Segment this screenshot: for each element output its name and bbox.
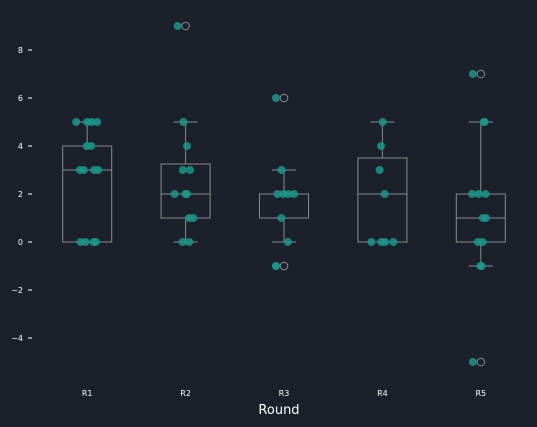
- data-point: [272, 94, 280, 102]
- data-point: [477, 262, 486, 270]
- data-point: [94, 166, 103, 174]
- outlier-marker: [279, 261, 289, 271]
- outlier-marker: [476, 69, 486, 79]
- data-point: [468, 190, 477, 198]
- data-point: [377, 142, 386, 150]
- x-axis: R1 R2 R3 R4 R5: [82, 389, 486, 398]
- data-point: [367, 238, 376, 246]
- y-axis: −4 −2 0 2 4 6 8: [11, 46, 32, 343]
- outlier-marker: [181, 21, 190, 31]
- data-point: [91, 238, 100, 246]
- data-point: [170, 190, 179, 198]
- y-tick-label: −2: [11, 286, 23, 295]
- data-point: [182, 142, 191, 150]
- data-point: [76, 238, 85, 246]
- x-tick-label: R5: [475, 389, 486, 398]
- data-point: [482, 214, 491, 222]
- y-tick-label: 8: [18, 46, 23, 55]
- x-tick-label: R1: [82, 389, 93, 398]
- outlier-marker: [279, 93, 289, 103]
- data-point: [389, 238, 398, 246]
- data-point: [179, 118, 188, 126]
- x-axis-title: Round: [258, 403, 299, 418]
- x-tick-label: R2: [180, 389, 191, 398]
- data-point: [189, 214, 198, 222]
- outlier-marker: [476, 357, 486, 367]
- data-point: [277, 166, 286, 174]
- data-point: [178, 238, 187, 246]
- box-R4: [357, 121, 408, 243]
- data-point: [87, 118, 96, 126]
- data-point: [381, 238, 390, 246]
- data-point: [93, 118, 102, 126]
- data-point: [474, 190, 483, 198]
- data-point: [284, 190, 293, 198]
- y-tick-label: 2: [18, 190, 23, 199]
- box-iqr: [62, 145, 113, 243]
- data-point: [273, 190, 282, 198]
- data-point: [72, 118, 81, 126]
- data-point: [468, 358, 477, 366]
- points-layer: [72, 22, 491, 366]
- data-point: [178, 166, 187, 174]
- data-point: [290, 190, 299, 198]
- data-point: [480, 118, 489, 126]
- data-point: [173, 22, 182, 30]
- data-point: [75, 166, 84, 174]
- data-point: [481, 190, 490, 198]
- data-point: [272, 262, 280, 270]
- data-point: [283, 238, 292, 246]
- data-point: [183, 190, 192, 198]
- data-point: [380, 190, 389, 198]
- data-point: [277, 214, 286, 222]
- data-point: [468, 70, 477, 78]
- data-point: [186, 166, 195, 174]
- data-point: [87, 142, 96, 150]
- y-tick-label: 6: [18, 94, 23, 103]
- box-R3: [259, 93, 309, 271]
- data-point: [375, 166, 384, 174]
- data-point: [378, 118, 387, 126]
- y-tick-label: −4: [11, 334, 23, 343]
- y-tick-label: 4: [18, 142, 23, 151]
- box-R1: [62, 121, 113, 243]
- y-tick-label: 0: [18, 238, 23, 247]
- box-R2: [160, 21, 211, 243]
- x-tick-label: R3: [279, 389, 290, 398]
- data-point: [478, 238, 487, 246]
- x-tick-label: R4: [377, 389, 388, 398]
- data-point: [185, 238, 194, 246]
